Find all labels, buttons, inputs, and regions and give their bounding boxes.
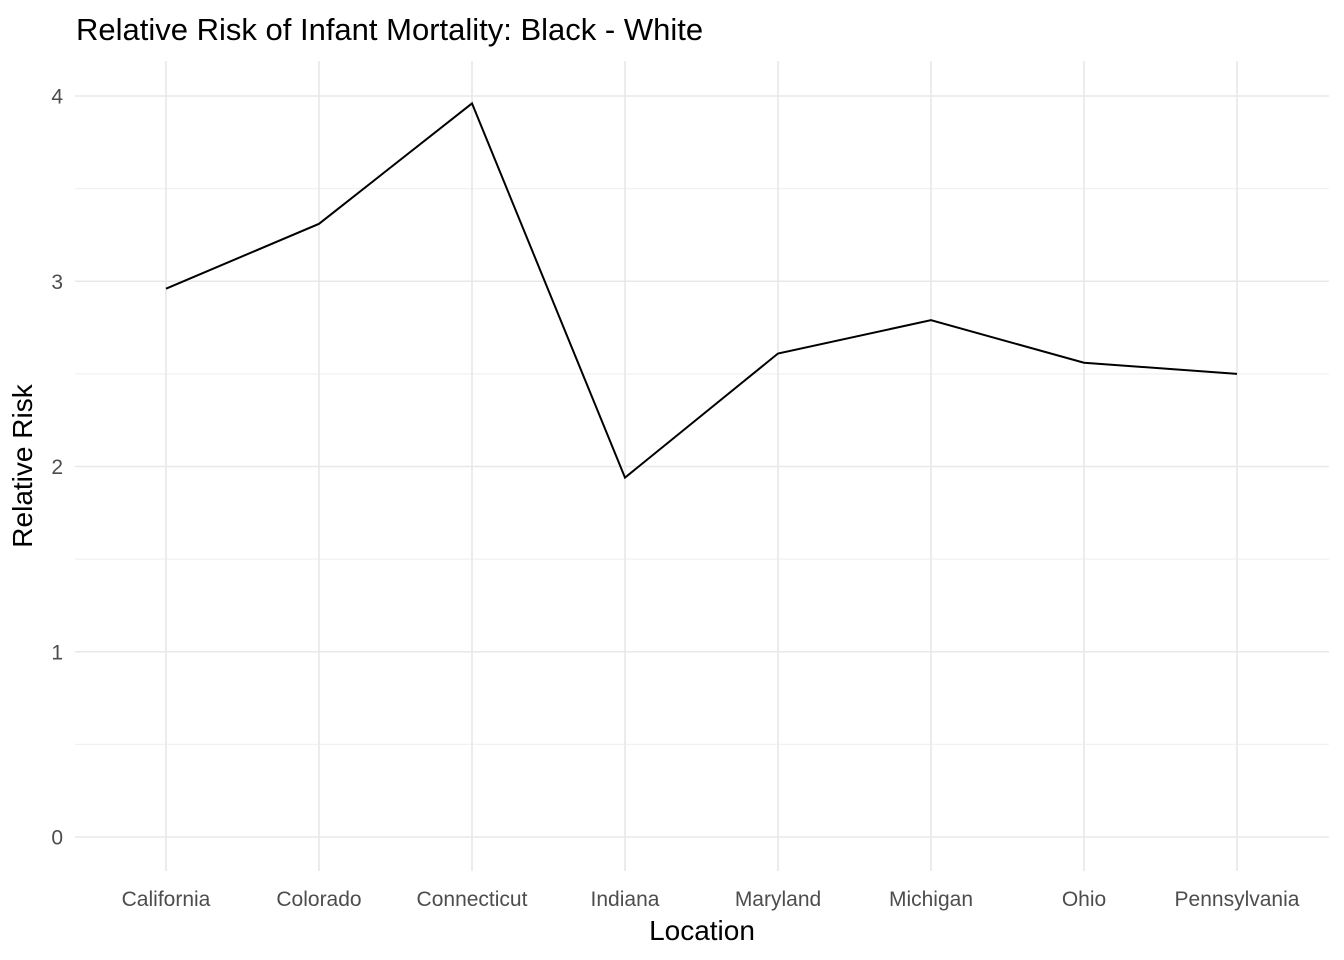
x-tick-label: Indiana — [591, 888, 660, 911]
y-tick-label: 2 — [51, 456, 63, 479]
x-axis-title: Location — [649, 915, 755, 946]
x-tick-label: Michigan — [889, 888, 973, 911]
y-tick-label: 0 — [51, 827, 63, 850]
x-tick-label: Ohio — [1062, 888, 1106, 911]
chart-title: Relative Risk of Infant Mortality: Black… — [76, 12, 703, 47]
data-line — [165, 101, 1238, 480]
x-tick-label: Pennsylvania — [1175, 888, 1300, 911]
y-tick-label: 4 — [51, 86, 63, 109]
x-tick-label: Connecticut — [417, 888, 528, 911]
x-tick-label: California — [122, 888, 211, 911]
y-axis-title: Relative Risk — [7, 383, 38, 547]
x-tick-label: Colorado — [276, 888, 361, 911]
y-tick-label: 1 — [51, 641, 63, 664]
x-tick-label: Maryland — [735, 888, 821, 911]
y-tick-label: 3 — [51, 271, 63, 294]
